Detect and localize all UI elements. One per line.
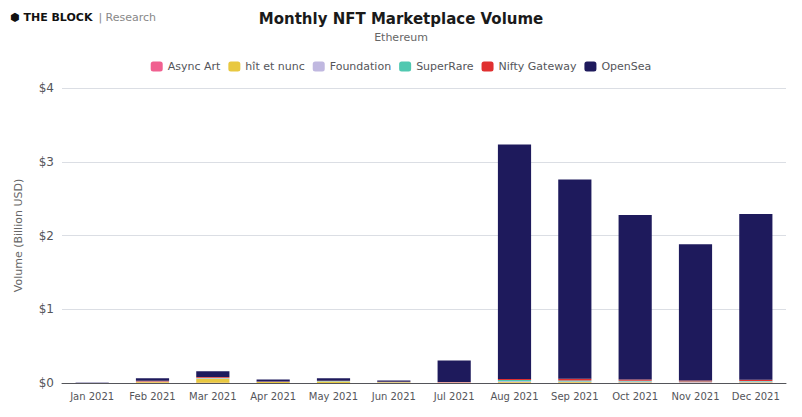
svg-text:$1: $1 <box>39 302 54 316</box>
svg-text:$0: $0 <box>39 376 54 390</box>
svg-text:Nifty Gateway: Nifty Gateway <box>499 60 577 73</box>
svg-text:Apr 2021: Apr 2021 <box>250 391 296 402</box>
svg-text:Feb 2021: Feb 2021 <box>129 391 175 402</box>
svg-text:hît et nunc: hît et nunc <box>245 60 304 73</box>
svg-text:Foundation: Foundation <box>330 60 391 73</box>
svg-text:Nov 2021: Nov 2021 <box>671 391 719 402</box>
svg-text:Jul 2021: Jul 2021 <box>433 391 475 402</box>
svg-text:May 2021: May 2021 <box>309 391 358 402</box>
svg-text:$2: $2 <box>39 229 54 243</box>
svg-text:⬢ THE BLOCK: ⬢ THE BLOCK <box>10 11 93 24</box>
svg-text:SuperRare: SuperRare <box>416 60 474 73</box>
svg-text:Jan 2021: Jan 2021 <box>69 391 114 402</box>
svg-text:Dec 2021: Dec 2021 <box>732 391 780 402</box>
svg-text:Volume (Billion USD): Volume (Billion USD) <box>12 179 25 292</box>
svg-text:Monthly NFT Marketplace Volume: Monthly NFT Marketplace Volume <box>259 10 544 28</box>
svg-text:Aug 2021: Aug 2021 <box>490 391 538 402</box>
svg-text:Mar 2021: Mar 2021 <box>189 391 237 402</box>
svg-text:Oct 2021: Oct 2021 <box>612 391 658 402</box>
svg-text:| Research: | Research <box>98 11 156 24</box>
svg-text:OpenSea: OpenSea <box>601 60 651 73</box>
svg-text:Ethereum: Ethereum <box>374 31 428 44</box>
svg-text:$3: $3 <box>39 155 54 169</box>
svg-text:Sep 2021: Sep 2021 <box>551 391 598 402</box>
svg-text:Async Art: Async Art <box>168 60 221 73</box>
svg-text:Jun 2021: Jun 2021 <box>371 391 416 402</box>
svg-text:$4: $4 <box>39 81 54 95</box>
